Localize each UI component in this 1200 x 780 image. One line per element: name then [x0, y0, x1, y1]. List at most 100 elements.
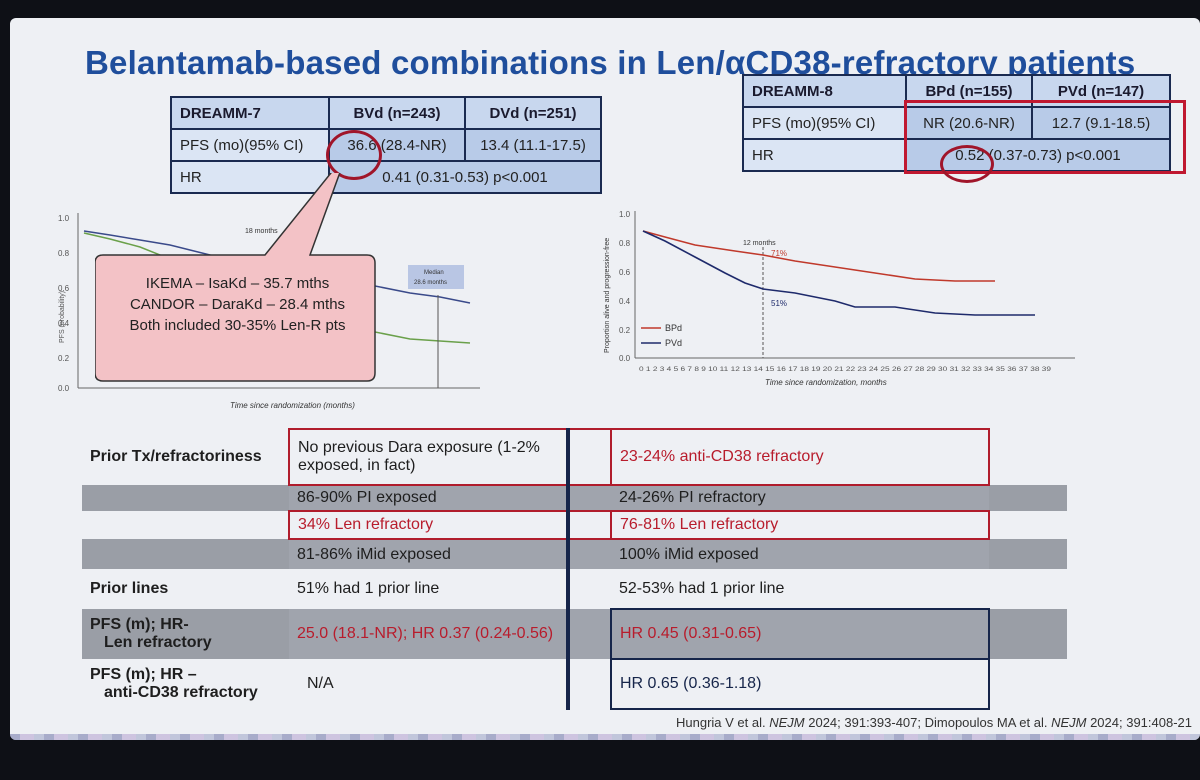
km-left-median-label: Median	[424, 270, 444, 276]
slide-screen: Belantamab-based combinations in Len/αCD…	[10, 18, 1200, 740]
km-right-axes	[634, 211, 1075, 359]
km-right-ytick: 0.0	[619, 354, 631, 363]
km-left-ytick: 1.0	[58, 214, 70, 223]
km-right-ylabel: Proportion alive and progression-free	[604, 238, 611, 353]
empty-cell	[989, 485, 1067, 511]
km-left-ytick: 0.2	[58, 354, 70, 363]
dreamm8-hr-label: HR	[742, 138, 907, 172]
dreamm7-pfs-label: PFS (mo)(95% CI)	[170, 128, 330, 162]
km-left-annotation: 18 months	[245, 228, 278, 235]
km-right-legend-pvd: PVd	[665, 338, 682, 348]
callout-shape	[95, 173, 376, 382]
km-right-legend-bpd: BPd	[665, 323, 682, 333]
comparison-row-prior-lines: Prior lines 51% had 1 prior line 52-53% …	[82, 569, 1067, 609]
bpd-hr-highlight-ring	[940, 145, 994, 183]
km-left-ytick: 0.6	[58, 284, 70, 293]
km-right-xlabel: Time since randomization, months	[765, 378, 887, 387]
comparison-row-pfs-cd38: PFS (m); HR – anti-CD38 refractory N/A H…	[82, 658, 1067, 710]
km-left-yticks: 1.0 0.8 0.6 0.4 0.2 0.0	[58, 214, 70, 393]
km-right-xticks: 0 1 2 3 4 5 6 7 8 9 10 11 12 13 14 15 16…	[639, 366, 1051, 373]
comparison-row-imid: 81-86% iMid exposed 100% iMid exposed	[82, 539, 1067, 569]
cd38-refractory-cell: 23-24% anti-CD38 refractory	[610, 428, 990, 486]
km-left-ytick: 0.0	[58, 384, 70, 393]
comparison-row-pfs-len: PFS (m); HR- Len refractory 25.0 (18.1-N…	[82, 608, 1067, 660]
km-left-ylabel: PFS (probability)	[59, 291, 66, 343]
reference-journal2: NEJM	[1051, 715, 1087, 730]
callout-line-ikema: IKEMA – IsaKd – 35.7 mths	[145, 275, 330, 292]
dreamm8-header-label: DREAMM-8	[742, 74, 907, 108]
reference-part1: Hungria V et al.	[676, 715, 770, 730]
pfs-len-8-cell: HR 0.45 (0.31-0.65)	[610, 608, 990, 660]
reference-citation: Hungria V et al. NEJM 2024; 391:393-407;…	[676, 715, 1192, 730]
km-left-median-value: 28.6 months	[414, 280, 447, 286]
km-right-ytick: 0.4	[619, 297, 631, 306]
callout-line-lenr: Both included 30-35% Len-R pts	[129, 317, 346, 334]
pfs-cd38-label-line2: anti-CD38 refractory	[104, 684, 258, 701]
km-left-ytick: 0.8	[58, 249, 70, 258]
dreamm7-header-bvd: BVd (n=243)	[328, 96, 466, 130]
comparison-table: Prior Tx/refractoriness No previous Dara…	[82, 428, 1067, 710]
imid-8-cell: 100% iMid exposed	[611, 539, 989, 569]
prior-lines-8-cell: 52-53% had 1 prior line	[619, 579, 785, 597]
prior-lines-7-cell: 51% had 1 prior line	[297, 580, 440, 597]
km-right-bpd-curve	[642, 230, 995, 282]
empty-cell	[989, 609, 1067, 659]
pfs-len-label-line1: PFS (m); HR-	[90, 616, 189, 633]
len-refractory-8-cell: 76-81% Len refractory	[610, 510, 990, 540]
km-left-xlabel: Time since randomization (months)	[230, 401, 355, 410]
dreamm8-highlight-box	[904, 100, 1186, 174]
empty-cell	[989, 569, 1067, 609]
callout-text: IKEMA – IsaKd – 35.7 mths CANDOR – DaraK…	[95, 273, 380, 336]
empty-cell	[82, 539, 289, 569]
km-right-pvd-pct: 51%	[771, 299, 787, 308]
pfs-cd38-label-line1: PFS (m); HR –	[90, 666, 197, 683]
comparison-row-prior-tx: Prior Tx/refractoriness No previous Dara…	[82, 428, 1067, 486]
pfs-len-label: PFS (m); HR- Len refractory	[82, 609, 289, 659]
dreamm7-hr-label: HR	[170, 160, 330, 194]
comparison-row-len: 34% Len refractory 76-81% Len refractory	[82, 510, 1067, 540]
pi-refractory-cell: 24-26% PI refractory	[611, 485, 989, 511]
km-left-median-box	[408, 265, 464, 289]
pfs-cd38-7-cell: N/A	[307, 675, 334, 692]
reference-part3: 2024; 391:408-21	[1086, 715, 1192, 730]
km-right-ytick: 0.8	[619, 239, 631, 248]
dara-exposure-line1: No previous Dara exposure (1-2%	[298, 439, 540, 456]
comparison-row-pi: 86-90% PI exposed 24-26% PI refractory	[82, 485, 1067, 511]
empty-cell	[989, 511, 1067, 539]
km-right-annotation: 12 months	[743, 240, 776, 247]
reference-journal1: NEJM	[769, 715, 805, 730]
empty-cell	[82, 511, 289, 539]
dreamm8-pfs-label: PFS (mo)(95% CI)	[742, 106, 907, 140]
pfs-cd38-label: PFS (m); HR – anti-CD38 refractory	[82, 659, 289, 709]
dreamm8-pfs-bpd: NR (20.6-NR)	[905, 106, 1033, 140]
pi-exposed-cell: 86-90% PI exposed	[289, 485, 611, 511]
km-right-ytick: 0.6	[619, 268, 631, 277]
dreamm8-pfs-pvd: 12.7 (9.1-18.5)	[1031, 106, 1171, 140]
comparison-callout: IKEMA – IsaKd – 35.7 mths CANDOR – DaraK…	[95, 173, 380, 383]
km-left-ytick: 0.4	[58, 319, 70, 328]
empty-cell	[82, 485, 289, 511]
prior-lines-label: Prior lines	[90, 580, 169, 597]
callout-line-candor: CANDOR – DaraKd – 28.4 mths	[129, 296, 346, 313]
trial-divider-line	[566, 428, 570, 710]
dreamm7-pfs-bvd-ci: (28.4-NR)	[380, 136, 447, 154]
pfs-cd38-8-cell: HR 0.65 (0.36-1.18)	[610, 658, 990, 710]
dreamm7-header-dvd: DVd (n=251)	[464, 96, 602, 130]
km-right-ytick: 0.2	[619, 326, 631, 335]
reference-part2: 2024; 391:393-407; Dimopoulos MA et al.	[804, 715, 1052, 730]
pfs-len-7-cell: 25.0 (18.1-NR); HR 0.37 (0.24-0.56)	[289, 609, 611, 659]
empty-cell	[989, 429, 1067, 485]
dreamm8-km-plot: Proportion alive and progression-free 1.…	[604, 210, 1075, 387]
km-right-yticks: 1.0 0.8 0.6 0.4 0.2 0.0	[619, 210, 631, 363]
len-refractory-7-cell: 34% Len refractory	[288, 510, 612, 540]
imid-7-cell: 81-86% iMid exposed	[289, 539, 611, 569]
dara-exposure-line2: exposed, in fact)	[298, 457, 416, 474]
dreamm7-pfs-dvd: 13.4 (11.1-17.5)	[464, 128, 602, 162]
decorative-border	[10, 734, 1200, 740]
dara-exposure-cell: No previous Dara exposure (1-2% exposed,…	[288, 428, 612, 486]
empty-cell	[989, 659, 1067, 709]
empty-cell	[989, 539, 1067, 569]
km-left-axes	[77, 213, 480, 389]
bvd-pfs-highlight-ring	[326, 130, 382, 180]
km-right-ytick: 1.0	[619, 210, 631, 219]
